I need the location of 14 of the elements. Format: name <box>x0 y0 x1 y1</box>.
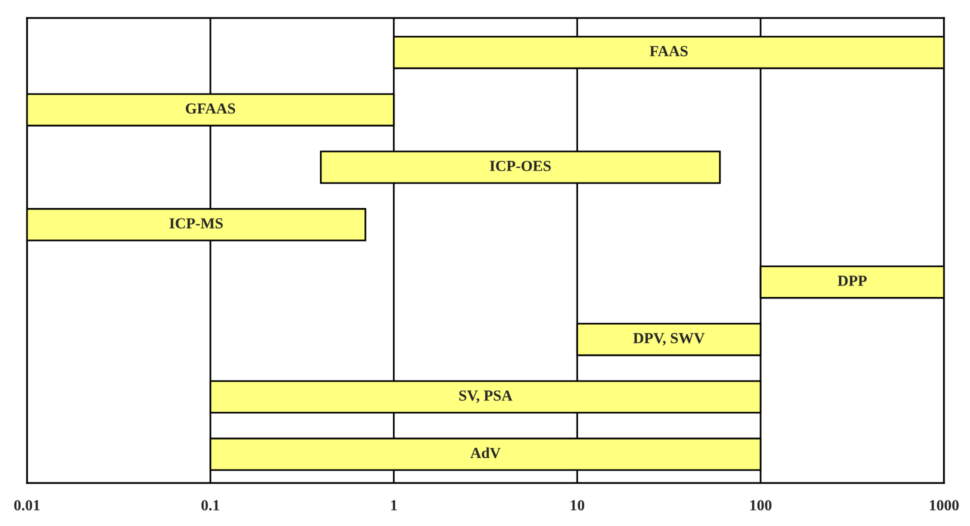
y-tick-label: DPV, SWV <box>633 333 705 346</box>
y-tick-label: GFAAS <box>186 103 236 114</box>
x-tick-label: 1000 <box>930 500 959 510</box>
x-tick-label: 1 <box>391 500 397 510</box>
y-tick-label: AdV <box>470 447 501 458</box>
y-tick-label: SV, PSA <box>459 390 512 403</box>
x-tick-label: 10 <box>570 500 584 510</box>
y-tick-label: DPP <box>838 276 867 286</box>
y-tick-label: FAAS <box>650 46 688 56</box>
x-tick-label: 0.01 <box>14 500 40 510</box>
x-tick-label: 100 <box>750 500 772 510</box>
y-tick-label: ICP-OES <box>490 160 551 172</box>
x-tick-label: 0.1 <box>201 500 220 510</box>
y-tick-label: ICP-MS <box>170 218 223 228</box>
